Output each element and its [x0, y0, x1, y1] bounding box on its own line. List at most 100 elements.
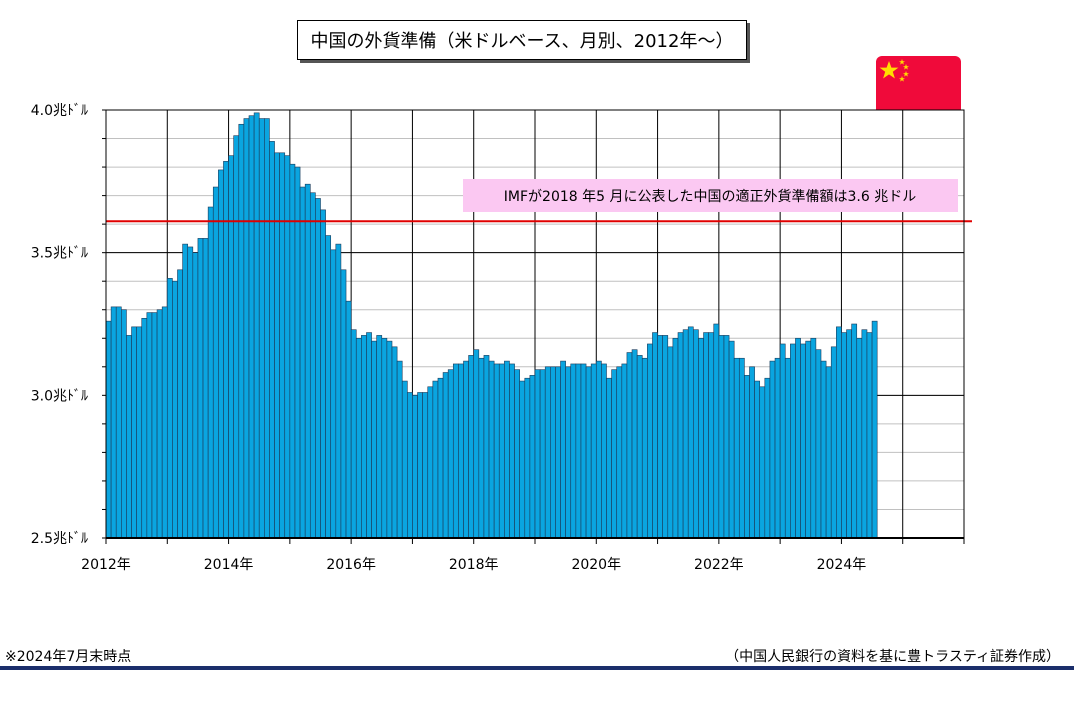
data-bar — [514, 369, 520, 539]
reference-label: IMFが2018 年5 月に公表した中国の適正外貨準備額は3.6 兆ドル — [504, 188, 916, 205]
data-bar — [861, 329, 868, 539]
data-bar — [774, 357, 781, 539]
data-bar — [325, 235, 332, 539]
source-credit: （中国人民銀行の資料を基に豊トラスティ証券作成） — [725, 649, 1060, 665]
data-bar — [626, 352, 633, 539]
flag-big-star — [879, 61, 899, 79]
data-bar — [258, 118, 265, 539]
footnote: ※2024年7月末時点 — [5, 649, 132, 665]
data-bar — [636, 355, 643, 539]
y-tick-label: 4.0兆ﾄﾞﾙ — [31, 103, 88, 119]
data-bar — [641, 357, 648, 539]
data-bar — [182, 243, 189, 539]
data-bar — [728, 340, 735, 539]
data-bar — [166, 278, 173, 539]
data-bar — [396, 360, 403, 539]
data-bar — [320, 209, 326, 539]
data-bar — [805, 340, 812, 539]
data-bar — [555, 366, 561, 539]
data-bar — [616, 366, 623, 539]
data-bar — [662, 335, 669, 539]
data-bar — [340, 269, 347, 539]
data-bar — [866, 332, 873, 539]
data-bar — [478, 357, 485, 539]
data-bar — [590, 363, 597, 539]
data-bar — [519, 380, 526, 539]
data-bar — [738, 357, 745, 539]
data-bar — [687, 326, 694, 539]
x-tick-label: 2022年 — [694, 557, 744, 573]
data-bar — [330, 249, 337, 539]
data-bar — [856, 337, 863, 539]
data-bar — [432, 380, 439, 539]
data-bar — [126, 335, 132, 539]
data-bar — [550, 366, 556, 539]
data-bar — [177, 269, 183, 539]
data-bar — [233, 135, 240, 539]
data-bar — [202, 238, 209, 539]
data-bar — [187, 246, 194, 539]
data-bar — [376, 335, 383, 539]
data-bar — [386, 340, 393, 539]
data-bar — [830, 346, 837, 539]
data-bar — [417, 392, 423, 539]
data-bar — [611, 369, 618, 539]
data-bar — [304, 183, 311, 539]
data-bar — [131, 326, 137, 539]
data-bar — [172, 280, 178, 539]
data-bar — [115, 306, 122, 539]
data-bar — [784, 357, 791, 539]
data-bar — [161, 306, 168, 539]
x-tick-label: 2018年 — [449, 557, 499, 573]
data-bar — [498, 363, 505, 539]
data-bar — [544, 366, 551, 539]
data-bar — [151, 312, 158, 539]
data-bar — [667, 346, 674, 539]
data-bar — [693, 329, 699, 539]
data-bar — [657, 335, 663, 539]
data-bar — [355, 337, 362, 539]
data-bar — [493, 363, 500, 539]
data-bar — [815, 349, 822, 539]
flag-small-star — [903, 64, 909, 70]
data-bar — [744, 375, 750, 539]
data-bar — [871, 320, 878, 539]
data-bar — [105, 320, 112, 539]
data-bar — [452, 363, 459, 539]
data-bar — [345, 300, 352, 539]
data-bar — [595, 360, 602, 539]
data-bar — [238, 123, 245, 539]
data-bar — [606, 377, 612, 539]
data-bar — [136, 326, 143, 539]
data-bar — [463, 360, 469, 539]
data-bar — [146, 312, 153, 539]
china-flag-icon — [876, 56, 961, 118]
data-bar — [580, 363, 587, 539]
data-bar — [723, 335, 730, 539]
flag-small-star — [903, 71, 909, 77]
data-bar — [350, 329, 357, 539]
data-bar — [483, 355, 490, 539]
data-bar — [529, 375, 536, 539]
data-bar — [790, 343, 796, 539]
data-bar — [197, 238, 204, 539]
data-bar — [391, 346, 398, 539]
data-bar — [713, 323, 720, 539]
data-bar — [366, 332, 372, 539]
data-bar — [800, 343, 806, 539]
data-bar — [284, 155, 291, 539]
data-bar — [264, 118, 270, 539]
data-bar — [575, 363, 582, 539]
data-bar — [427, 386, 434, 539]
x-tick-label: 2020年 — [571, 557, 621, 573]
data-bar — [708, 332, 715, 539]
data-bar — [851, 323, 858, 539]
data-bar — [299, 186, 306, 539]
data-bar — [473, 349, 480, 539]
data-bar — [361, 335, 367, 539]
data-bar — [212, 186, 219, 539]
data-bar — [315, 198, 321, 539]
data-bar — [371, 340, 377, 539]
data-bar — [836, 326, 842, 539]
data-bar — [682, 329, 689, 539]
